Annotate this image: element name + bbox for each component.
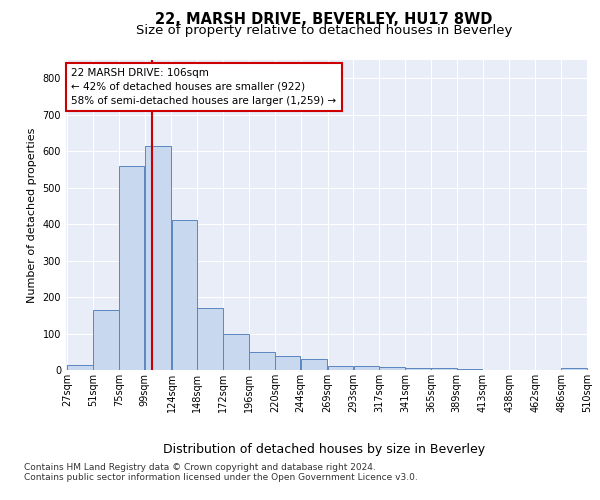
- Text: 22, MARSH DRIVE, BEVERLEY, HU17 8WD: 22, MARSH DRIVE, BEVERLEY, HU17 8WD: [155, 12, 493, 28]
- Text: 22 MARSH DRIVE: 106sqm
← 42% of detached houses are smaller (922)
58% of semi-de: 22 MARSH DRIVE: 106sqm ← 42% of detached…: [71, 68, 337, 106]
- Bar: [328, 366, 353, 370]
- Bar: [561, 368, 587, 370]
- Text: Size of property relative to detached houses in Beverley: Size of property relative to detached ho…: [136, 24, 512, 37]
- Bar: [223, 334, 249, 370]
- Y-axis label: Number of detached properties: Number of detached properties: [27, 128, 37, 302]
- Bar: [405, 368, 431, 370]
- Bar: [275, 356, 301, 370]
- Bar: [353, 366, 379, 370]
- Text: Distribution of detached houses by size in Beverley: Distribution of detached houses by size …: [163, 442, 485, 456]
- Bar: [249, 352, 275, 370]
- Bar: [197, 308, 223, 370]
- Text: Contains public sector information licensed under the Open Government Licence v3: Contains public sector information licen…: [24, 472, 418, 482]
- Bar: [93, 310, 119, 370]
- Text: Contains HM Land Registry data © Crown copyright and database right 2024.: Contains HM Land Registry data © Crown c…: [24, 462, 376, 471]
- Bar: [145, 146, 172, 370]
- Bar: [301, 359, 328, 370]
- Bar: [379, 368, 405, 370]
- Bar: [119, 166, 145, 370]
- Bar: [431, 368, 457, 370]
- Bar: [172, 220, 197, 370]
- Bar: [67, 364, 93, 370]
